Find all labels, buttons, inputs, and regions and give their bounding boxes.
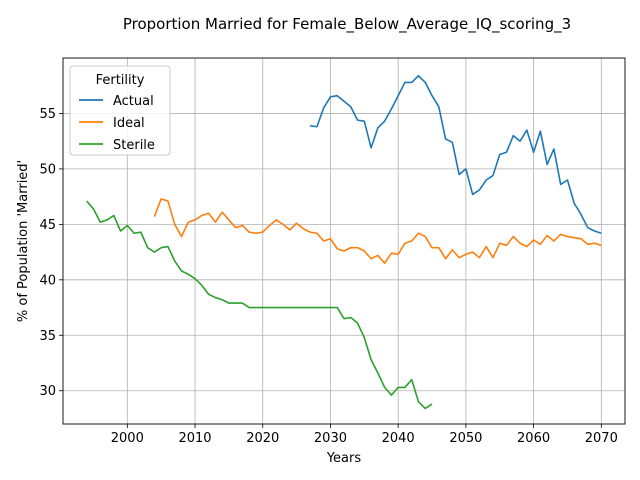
series-line-sterile [86, 200, 433, 410]
x-tick-label: 2050 [449, 431, 482, 446]
x-tick-label: 2020 [246, 431, 279, 446]
legend-title: Fertility [96, 73, 145, 88]
x-tick-label: 2000 [111, 431, 144, 446]
legend-label-actual: Actual [113, 94, 154, 109]
series-line-ideal [153, 198, 602, 264]
y-tick-label: 45 [39, 218, 56, 233]
y-tick-label: 50 [39, 162, 56, 177]
x-axis-ticks: 2000 2010 2020 2030 2040 2050 2060 2070 [111, 424, 618, 446]
y-tick-label: 40 [39, 273, 56, 288]
x-tick-label: 2010 [178, 431, 211, 446]
chart-title: Proportion Married for Female_Below_Aver… [123, 15, 571, 34]
legend-label-sterile: Sterile [113, 138, 155, 153]
legend-label-ideal: Ideal [113, 116, 145, 131]
plot-frame [62, 57, 626, 425]
x-tick-label: 2030 [314, 431, 347, 446]
series-group [86, 74, 602, 410]
legend-box [69, 65, 171, 156]
legend: Fertility Actual Ideal Sterile [69, 65, 171, 156]
y-axis-label: % of Population 'Married' [16, 160, 31, 322]
y-tick-label: 30 [39, 384, 56, 399]
x-axis-label: Years [326, 451, 362, 466]
y-tick-label: 35 [39, 329, 56, 344]
x-tick-label: 2070 [585, 431, 618, 446]
grid-lines [63, 58, 625, 424]
series-line-actual [310, 74, 602, 235]
y-tick-label: 55 [39, 107, 56, 122]
x-tick-label: 2060 [517, 431, 550, 446]
x-tick-label: 2040 [382, 431, 415, 446]
y-axis-ticks: 30 35 40 45 50 55 [39, 107, 63, 399]
